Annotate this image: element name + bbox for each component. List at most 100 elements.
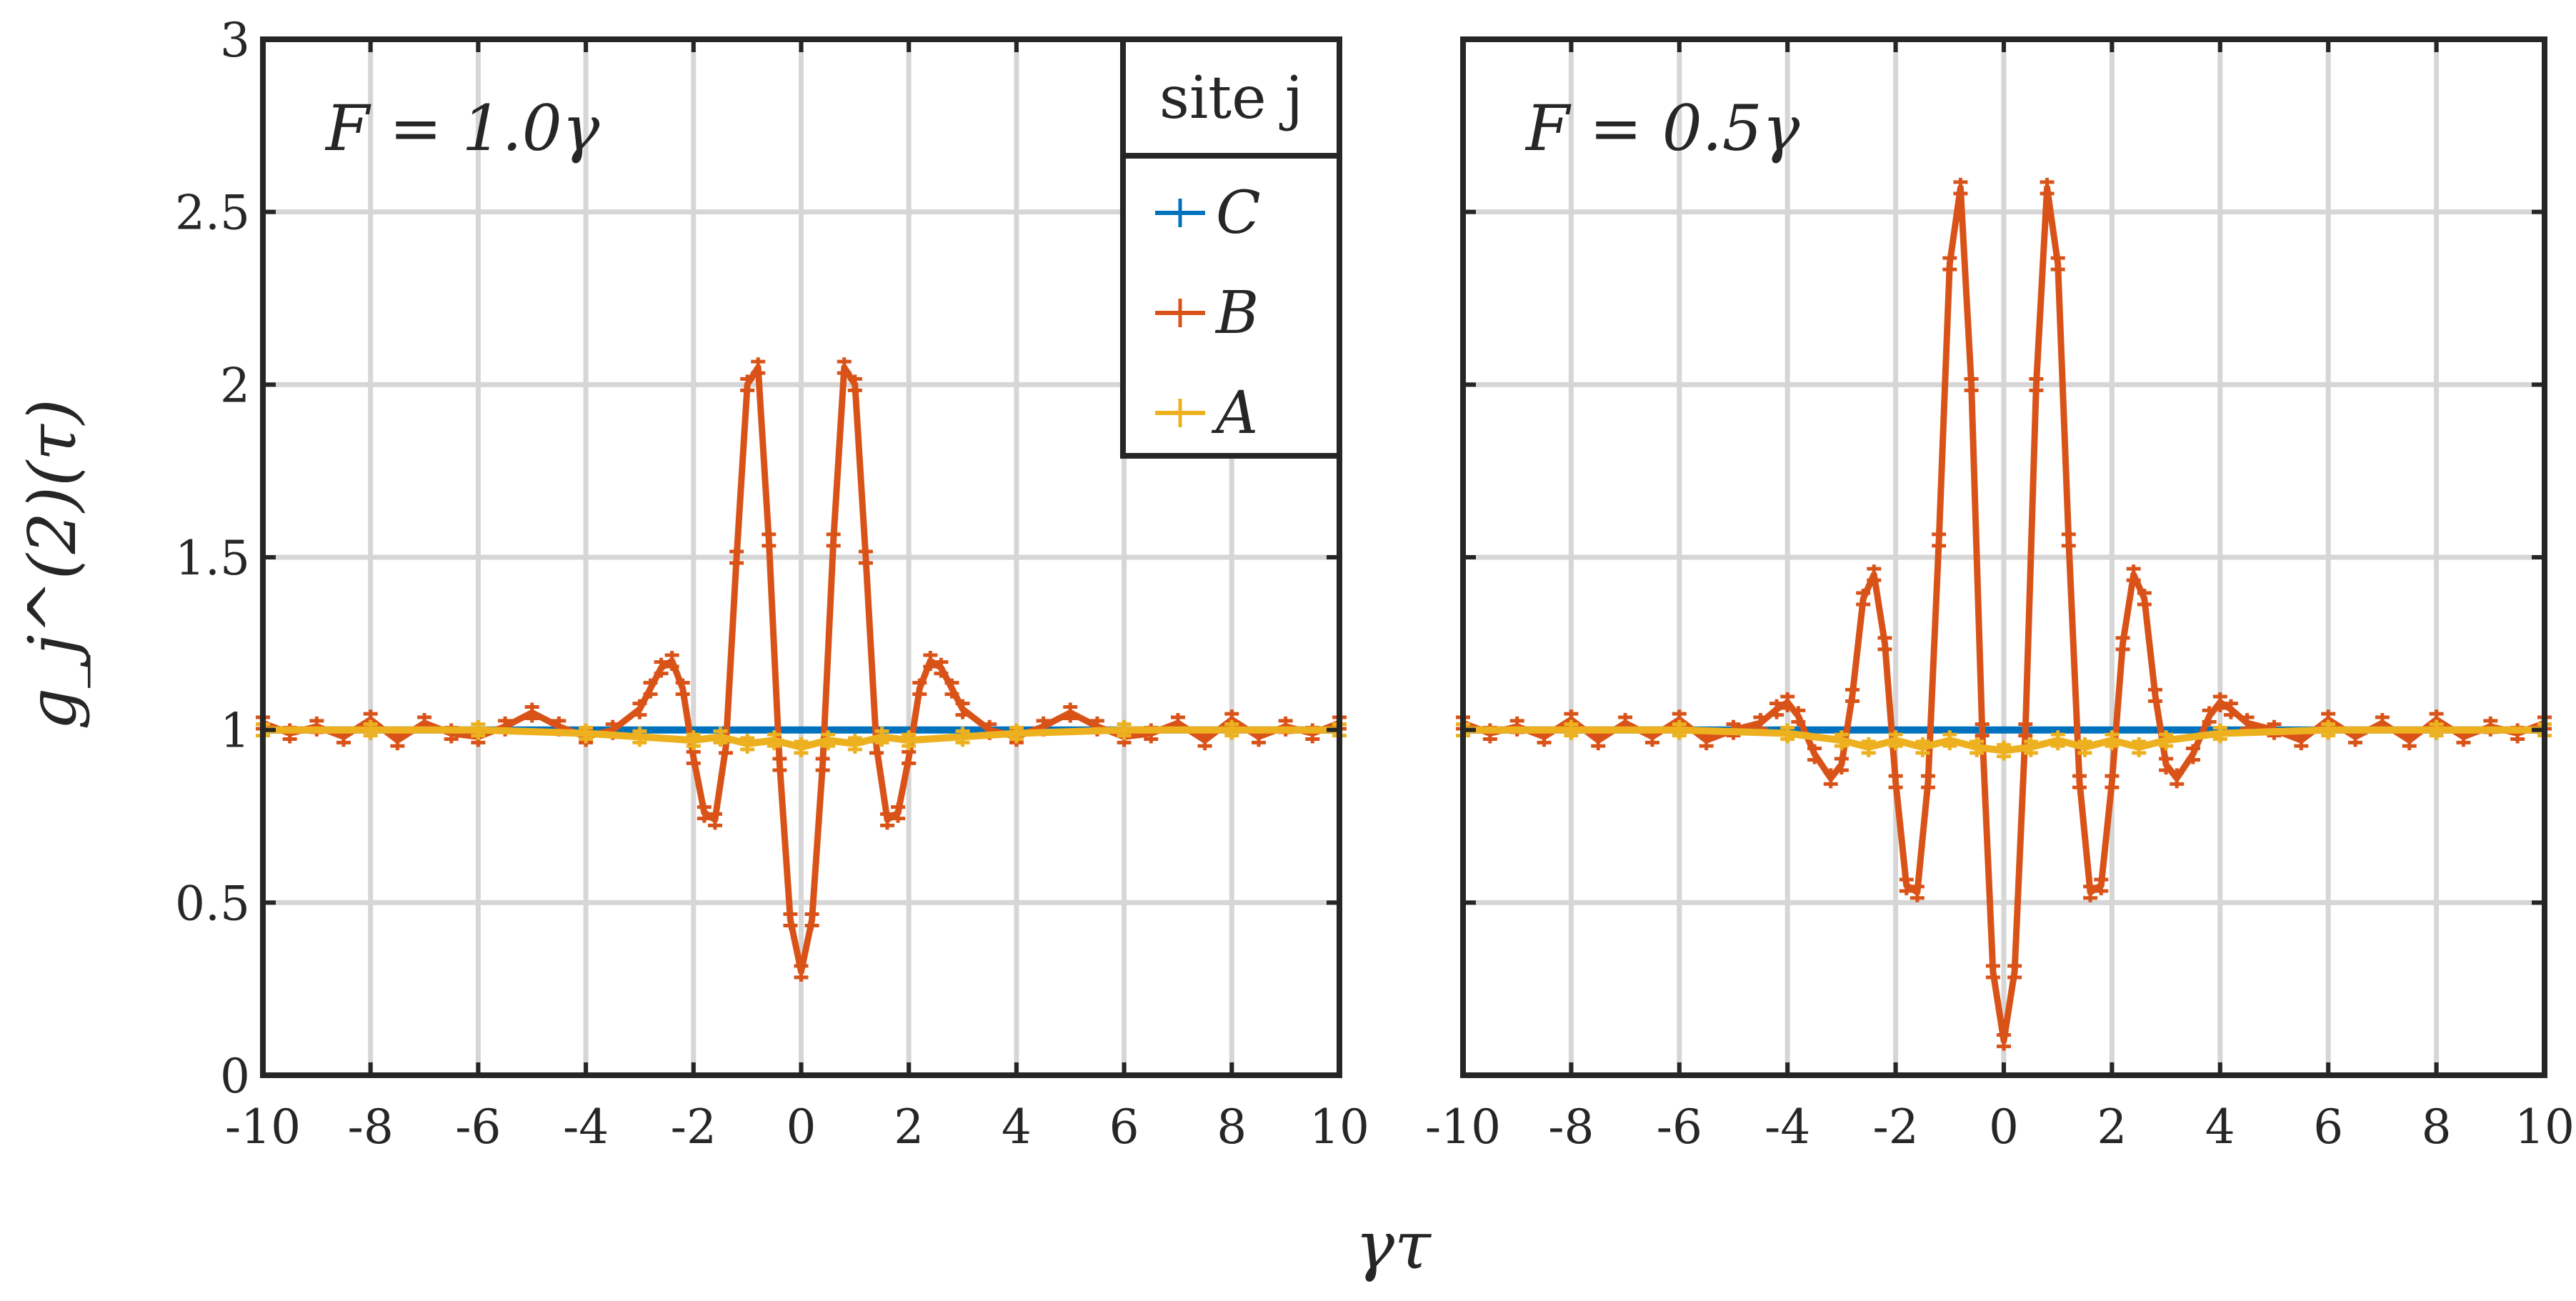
legend-box bbox=[1120, 36, 1342, 459]
data-point-A bbox=[1117, 719, 1132, 740]
data-point-B bbox=[1997, 1030, 2011, 1051]
data-point-B bbox=[858, 547, 873, 567]
legend-label: A bbox=[1211, 379, 1258, 447]
data-point-B bbox=[2159, 754, 2174, 774]
data-point-B bbox=[923, 651, 938, 671]
data-point-B bbox=[2029, 374, 2044, 395]
data-point-B bbox=[2050, 254, 2065, 274]
data-point-B bbox=[1591, 730, 1606, 751]
legend: site j CBA bbox=[1120, 36, 1342, 459]
data-point-B bbox=[794, 962, 809, 982]
data-point-A bbox=[1780, 723, 1795, 744]
panel-annotation: F = 1.0γ bbox=[324, 91, 600, 165]
data-point-B bbox=[804, 909, 819, 930]
data-point-B bbox=[1932, 529, 1947, 550]
data-point-B bbox=[1807, 744, 1822, 764]
x-tick-label: -2 bbox=[1872, 1100, 1918, 1155]
data-point-A bbox=[579, 723, 594, 744]
data-point-A bbox=[1861, 737, 1876, 757]
y-tick-label: 2 bbox=[220, 358, 250, 413]
y-tick-label: 1 bbox=[220, 704, 250, 759]
data-point-A bbox=[363, 719, 378, 740]
data-point-B bbox=[934, 657, 949, 678]
data-point-B bbox=[1791, 706, 1806, 727]
data-point-B bbox=[2147, 685, 2162, 706]
data-point-B bbox=[1953, 177, 1968, 198]
data-point-B bbox=[2185, 744, 2200, 764]
data-point-A bbox=[902, 730, 917, 751]
data-point-B bbox=[654, 657, 669, 678]
data-point-B bbox=[1921, 772, 1936, 792]
data-point-B bbox=[632, 699, 647, 719]
data-point-A bbox=[686, 730, 701, 751]
x-axis-label: γτ bbox=[1355, 1207, 1432, 1284]
data-point-B bbox=[1780, 692, 1795, 712]
legend-item-B: B bbox=[1155, 279, 1259, 347]
chart-panel-1: -10 -8 -6 -4 -2 0 2 4 6 8 10 0 0.5 1 1.5 2 2.5 3 F = 1.0γ s… bbox=[175, 13, 1369, 1155]
x-tick-label: -2 bbox=[671, 1100, 717, 1155]
x-tick-label: 4 bbox=[1002, 1100, 1032, 1155]
data-point-A bbox=[794, 737, 809, 757]
data-point-A bbox=[874, 727, 889, 747]
data-point-A bbox=[740, 734, 755, 754]
legend-label: B bbox=[1214, 279, 1259, 347]
x-tick-label: -6 bbox=[455, 1100, 501, 1155]
data-point-B bbox=[783, 909, 798, 930]
data-point-A bbox=[2429, 719, 2444, 740]
data-point-B bbox=[1877, 633, 1892, 654]
data-point-A bbox=[2105, 730, 2120, 751]
data-point-B bbox=[675, 678, 690, 699]
x-tick-label: -10 bbox=[1425, 1100, 1501, 1155]
data-point-A bbox=[2159, 730, 2174, 751]
chart-panel-2: -10 -8 -6 -4 -2 0 2 4 6 8 10 F = 0.5γ bbox=[1425, 36, 2575, 1155]
data-point-A bbox=[847, 734, 862, 754]
data-point-B bbox=[707, 809, 722, 830]
data-point-A bbox=[2321, 719, 2336, 740]
x-tick-label: 8 bbox=[2422, 1100, 2452, 1155]
data-point-A bbox=[2077, 737, 2092, 757]
data-point-B bbox=[2137, 589, 2152, 609]
x-tick-label: -8 bbox=[1548, 1100, 1594, 1155]
data-point-A bbox=[1564, 719, 1579, 740]
data-point-A bbox=[1970, 737, 1985, 757]
data-point-B bbox=[1909, 882, 1924, 902]
data-point-A bbox=[1942, 730, 1957, 751]
data-point-B bbox=[2115, 633, 2130, 654]
data-point-B bbox=[837, 357, 852, 378]
data-point-A bbox=[2050, 730, 2065, 751]
legend-label: C bbox=[1216, 179, 1261, 247]
data-point-A bbox=[2132, 737, 2147, 757]
data-point-B bbox=[2007, 962, 2022, 982]
x-tick-label: 10 bbox=[1309, 1100, 1369, 1155]
data-point-B bbox=[524, 702, 539, 723]
data-point-B bbox=[1856, 589, 1871, 609]
data-point-B bbox=[826, 529, 841, 550]
data-point-B bbox=[1823, 768, 1838, 789]
data-point-B bbox=[2094, 875, 2109, 896]
x-tick-label: 0 bbox=[787, 1100, 817, 1155]
data-point-B bbox=[686, 747, 701, 768]
data-point-A bbox=[632, 727, 647, 747]
legend-item-C: C bbox=[1155, 179, 1261, 247]
data-point-B bbox=[912, 678, 927, 699]
data-point-A bbox=[821, 730, 836, 751]
panel-annotation: F = 0.5γ bbox=[1524, 91, 1800, 165]
x-tick-label: 0 bbox=[1989, 1100, 2019, 1155]
data-point-B bbox=[664, 651, 679, 671]
data-point-A bbox=[1915, 737, 1930, 757]
data-point-B bbox=[891, 802, 906, 823]
data-point-B bbox=[1942, 254, 1957, 274]
data-point-B bbox=[880, 809, 895, 830]
x-tick-label: 6 bbox=[2313, 1100, 2343, 1155]
data-point-B bbox=[847, 374, 862, 395]
data-point-B bbox=[902, 747, 917, 768]
y-tick-label: 3 bbox=[220, 13, 250, 68]
data-point-B bbox=[729, 547, 744, 567]
data-point-B bbox=[2402, 730, 2417, 751]
data-point-B bbox=[1975, 719, 1990, 740]
y-tick-label: 2.5 bbox=[175, 186, 250, 241]
data-point-B bbox=[1985, 962, 2000, 982]
x-tick-label: -10 bbox=[225, 1100, 301, 1155]
data-point-B bbox=[1834, 754, 1849, 774]
data-point-B bbox=[2061, 529, 2076, 550]
